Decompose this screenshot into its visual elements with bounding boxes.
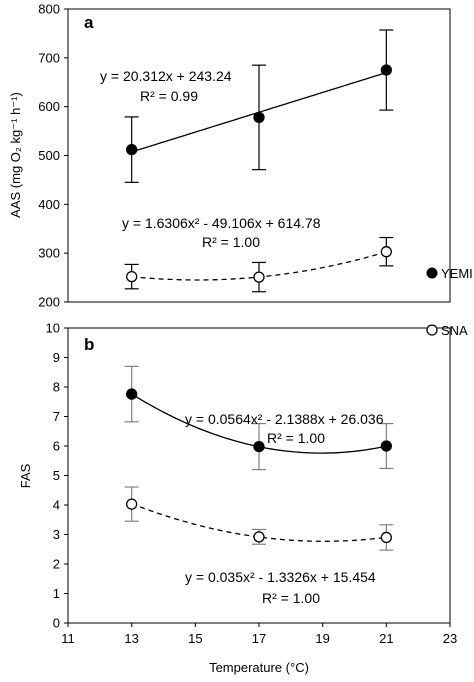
panel-b-y-axis-label: FAS (18, 463, 33, 488)
y-tick-label: 1 (53, 586, 60, 601)
y-tick-label: 500 (38, 148, 60, 163)
data-point-yemi-a (126, 143, 138, 156)
fit-line-sna-b (131, 503, 387, 542)
data-point-sna-a (253, 271, 265, 283)
y-tick-label: 800 (38, 2, 60, 17)
panel-b-x-ticks: 11 13 15 17 19 21 23 (61, 623, 457, 646)
data-point-yemi-a (253, 111, 265, 124)
y-tick-label: 400 (38, 197, 60, 212)
data-point-yemi-a (380, 64, 392, 76)
x-tick-label: 19 (315, 631, 329, 646)
legend-label-yemi: YEMI (441, 266, 473, 281)
y-tick-label: 10 (46, 321, 60, 336)
y-tick-label: 3 (53, 527, 60, 542)
legend: YEMI SNA (426, 266, 473, 338)
legend-marker-sna (426, 324, 438, 336)
panel-a-sna-r2: R² = 1.00 (202, 234, 260, 250)
panel-b-sna-r2: R² = 1.00 (262, 590, 320, 606)
data-point-sna-b (253, 531, 265, 543)
panel-b-yemi-r2: R² = 1.00 (267, 430, 325, 446)
panel-b-series (124, 365, 394, 551)
panel-a-y-axis-label: AAS (mg O₂ kg⁻¹ h⁻¹) (8, 92, 23, 218)
legend-label-sna: SNA (441, 323, 468, 338)
panel-a-yemi-equation: y = 20.312x + 243.24 (100, 68, 232, 84)
x-tick-label: 13 (124, 631, 138, 646)
panel-b-yemi-equation: y = 0.0564x² - 2.1388x + 26.036 (185, 411, 384, 427)
y-tick-label: 5 (53, 468, 60, 483)
panel-b-label: b (84, 335, 94, 354)
y-tick-label: 4 (53, 498, 60, 513)
panel-a-label: a (84, 13, 94, 32)
data-point-sna-b (380, 531, 392, 544)
y-tick-label: 700 (38, 50, 60, 65)
panel-a-sna-equation: y = 1.6306x² - 49.106x + 614.78 (122, 215, 321, 231)
y-tick-label: 6 (53, 439, 60, 454)
data-point-yemi-b (380, 440, 392, 452)
panel-b-y-ticks: 0 1 2 3 4 5 6 7 8 9 10 (46, 321, 68, 631)
panel-a-series (124, 29, 394, 293)
x-tick-label: 15 (188, 631, 202, 646)
panel-a-y-ticks: 200 300 400 500 600 700 800 (38, 2, 68, 310)
panel-b-sna-equation: y = 0.035x² - 1.3326x + 15.454 (185, 569, 376, 585)
y-tick-label: 7 (53, 409, 60, 424)
x-axis-label: Temperature (°C) (209, 660, 309, 675)
data-point-sna-a (380, 246, 392, 258)
data-point-sna-a (126, 270, 138, 283)
panel-a: 200 300 400 500 600 700 800 a AAS (mg O₂ kg⁻¹ … (8, 2, 451, 310)
y-tick-label: 200 (38, 295, 60, 310)
y-tick-label: 8 (53, 380, 60, 395)
panel-a-yemi-r2: R² = 0.99 (140, 88, 198, 104)
x-tick-label: 17 (252, 631, 266, 646)
y-tick-label: 2 (53, 557, 60, 572)
x-tick-label: 21 (379, 631, 393, 646)
y-tick-label: 9 (53, 350, 60, 365)
y-tick-label: 600 (38, 99, 60, 114)
legend-marker-yemi (426, 267, 438, 279)
y-tick-label: 300 (38, 246, 60, 261)
data-point-yemi-b (253, 440, 265, 453)
data-point-yemi-b (126, 388, 138, 400)
x-tick-label: 11 (61, 631, 75, 646)
y-tick-label: 0 (53, 616, 60, 631)
data-point-sna-b (126, 498, 138, 510)
x-tick-label: 23 (443, 631, 457, 646)
